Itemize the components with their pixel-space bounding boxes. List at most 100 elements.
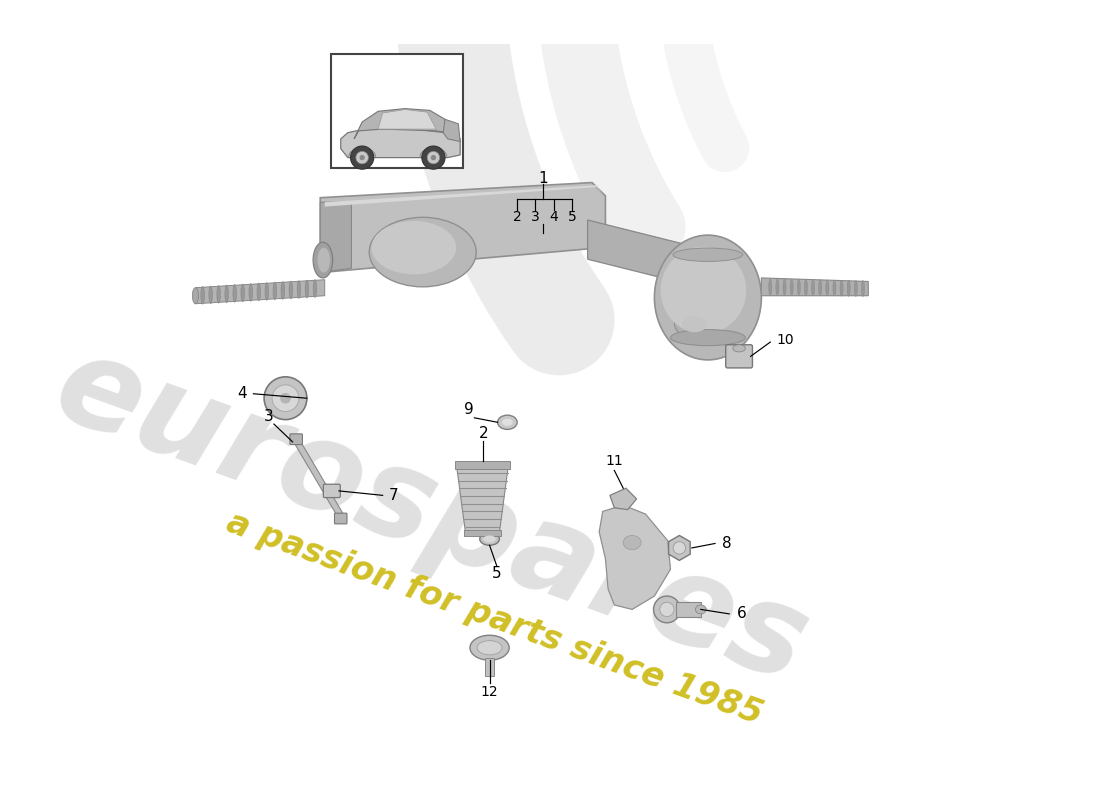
Ellipse shape — [497, 415, 517, 430]
Ellipse shape — [826, 280, 829, 296]
Bar — [485, 658, 494, 676]
Circle shape — [673, 542, 685, 554]
Ellipse shape — [217, 286, 220, 303]
Text: 9: 9 — [464, 402, 474, 418]
Circle shape — [280, 393, 290, 403]
Text: 3: 3 — [264, 410, 274, 425]
Text: 5: 5 — [492, 566, 502, 582]
Text: a passion for parts since 1985: a passion for parts since 1985 — [221, 506, 767, 731]
Text: 11: 11 — [605, 454, 624, 469]
Circle shape — [660, 602, 674, 617]
Circle shape — [421, 146, 446, 169]
Text: 4: 4 — [549, 210, 558, 224]
Bar — [331, 54, 463, 168]
Ellipse shape — [241, 284, 244, 302]
Circle shape — [272, 385, 299, 411]
Ellipse shape — [682, 316, 707, 332]
Ellipse shape — [674, 311, 715, 338]
Text: 7: 7 — [389, 488, 398, 503]
Circle shape — [264, 377, 307, 420]
Ellipse shape — [661, 246, 746, 334]
Ellipse shape — [654, 235, 761, 360]
Ellipse shape — [804, 279, 807, 295]
Polygon shape — [443, 119, 460, 142]
Ellipse shape — [273, 282, 276, 300]
Circle shape — [427, 151, 440, 164]
Circle shape — [351, 146, 374, 169]
Polygon shape — [600, 505, 671, 610]
Ellipse shape — [483, 535, 496, 542]
Ellipse shape — [783, 279, 786, 295]
Circle shape — [653, 596, 680, 622]
Text: 1: 1 — [538, 170, 548, 186]
Ellipse shape — [847, 280, 850, 296]
Bar — [454, 462, 510, 469]
Text: 4: 4 — [238, 386, 248, 402]
Ellipse shape — [314, 280, 317, 298]
Ellipse shape — [671, 330, 746, 346]
Ellipse shape — [798, 279, 801, 295]
Ellipse shape — [318, 248, 330, 273]
Ellipse shape — [265, 282, 268, 300]
Ellipse shape — [861, 281, 865, 297]
Bar — [464, 530, 502, 536]
Bar — [675, 602, 701, 617]
Ellipse shape — [733, 345, 746, 352]
FancyBboxPatch shape — [726, 345, 752, 368]
Ellipse shape — [224, 285, 229, 302]
Ellipse shape — [833, 280, 836, 296]
Ellipse shape — [192, 288, 199, 304]
Ellipse shape — [257, 283, 261, 301]
Ellipse shape — [314, 242, 332, 278]
FancyBboxPatch shape — [323, 484, 340, 498]
Polygon shape — [341, 129, 460, 158]
Ellipse shape — [790, 279, 793, 295]
Text: 8: 8 — [723, 536, 732, 551]
Ellipse shape — [477, 641, 502, 655]
Ellipse shape — [840, 280, 843, 296]
Ellipse shape — [233, 285, 236, 302]
Polygon shape — [378, 110, 436, 129]
Circle shape — [431, 155, 436, 160]
Ellipse shape — [280, 282, 285, 299]
Ellipse shape — [470, 635, 509, 660]
Ellipse shape — [209, 286, 212, 304]
Ellipse shape — [370, 218, 476, 287]
Text: 3: 3 — [530, 210, 539, 224]
Polygon shape — [324, 186, 603, 206]
Ellipse shape — [673, 248, 742, 262]
Ellipse shape — [769, 279, 772, 295]
Text: 12: 12 — [481, 686, 498, 699]
Polygon shape — [354, 109, 448, 139]
Polygon shape — [320, 202, 351, 273]
FancyBboxPatch shape — [290, 434, 303, 445]
Polygon shape — [196, 280, 324, 304]
Ellipse shape — [695, 605, 706, 614]
Ellipse shape — [289, 281, 293, 299]
Ellipse shape — [855, 280, 857, 297]
Polygon shape — [609, 488, 637, 510]
Polygon shape — [456, 466, 508, 533]
Ellipse shape — [305, 280, 309, 298]
Ellipse shape — [372, 221, 456, 274]
Ellipse shape — [812, 280, 815, 296]
Text: 10: 10 — [777, 334, 794, 347]
Polygon shape — [320, 182, 605, 273]
Polygon shape — [587, 220, 694, 286]
Polygon shape — [761, 278, 868, 296]
Text: 2: 2 — [513, 210, 521, 224]
Circle shape — [360, 155, 365, 160]
FancyBboxPatch shape — [334, 513, 346, 524]
Polygon shape — [669, 535, 690, 561]
Text: 5: 5 — [568, 210, 576, 224]
Circle shape — [356, 151, 369, 164]
Text: eurospares: eurospares — [40, 324, 824, 708]
Ellipse shape — [776, 279, 779, 295]
Ellipse shape — [249, 283, 253, 302]
Polygon shape — [293, 440, 344, 516]
Ellipse shape — [624, 535, 641, 550]
Ellipse shape — [691, 246, 698, 286]
Ellipse shape — [480, 533, 499, 546]
Ellipse shape — [201, 286, 205, 304]
Ellipse shape — [818, 280, 822, 296]
